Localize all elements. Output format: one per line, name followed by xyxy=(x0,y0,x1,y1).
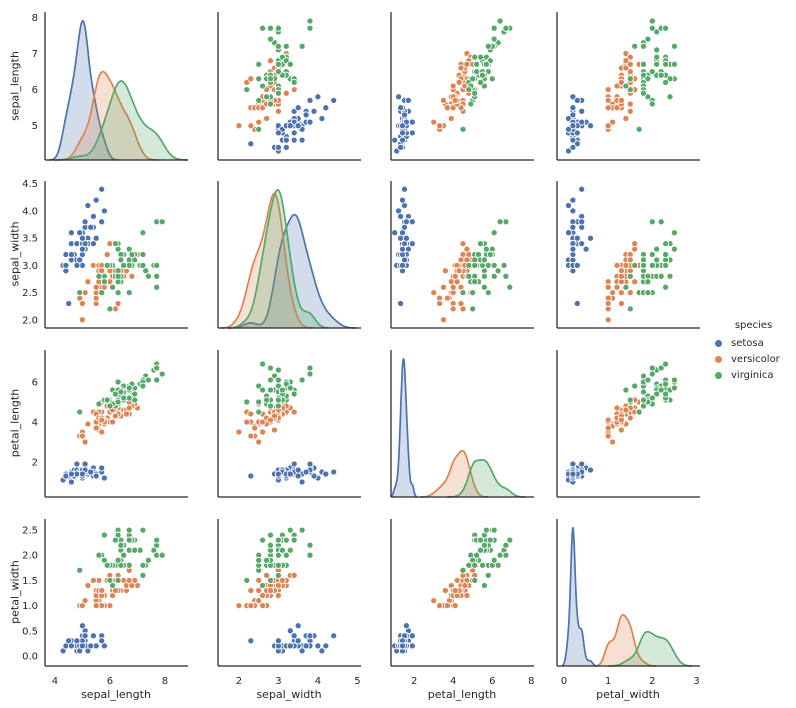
svg-text:2: 2 xyxy=(411,676,417,687)
svg-text:4: 4 xyxy=(315,676,321,687)
svg-text:8: 8 xyxy=(528,676,534,687)
svg-text:3.0: 3.0 xyxy=(22,261,38,272)
svg-text:3.5: 3.5 xyxy=(22,234,38,245)
svg-text:2.5: 2.5 xyxy=(22,526,38,537)
y-axis-label-sepal-width: sepal_width xyxy=(8,221,22,287)
svg-text:6: 6 xyxy=(32,378,38,389)
svg-text:5: 5 xyxy=(354,676,360,687)
svg-text:2: 2 xyxy=(649,676,655,687)
legend-label-setosa: setosa xyxy=(731,337,764,349)
svg-text:1.0: 1.0 xyxy=(22,601,38,612)
svg-text:1: 1 xyxy=(605,676,611,687)
legend-marker-versicolor xyxy=(715,355,722,363)
svg-text:8: 8 xyxy=(32,13,38,24)
svg-text:8: 8 xyxy=(162,676,168,687)
x-axis-label-petal-length: petal_length xyxy=(427,688,497,701)
svg-text:4.5: 4.5 xyxy=(22,179,38,190)
svg-text:6: 6 xyxy=(32,85,38,96)
svg-text:0.0: 0.0 xyxy=(22,651,38,662)
legend-title: species xyxy=(734,320,773,331)
svg-text:4: 4 xyxy=(52,676,58,687)
svg-text:4: 4 xyxy=(32,418,38,429)
x-axis-label-petal-width: petal_width xyxy=(596,688,660,701)
svg-text:7: 7 xyxy=(32,49,38,60)
legend-label-versicolor: versicolor xyxy=(731,353,780,365)
legend-entry-versicolor: versicolor xyxy=(711,351,796,367)
svg-text:2.5: 2.5 xyxy=(22,288,38,299)
legend-entry-virginica: virginica xyxy=(711,367,796,383)
species-legend: species setosa versicolor virginica xyxy=(711,320,796,383)
y-axis-label-sepal-length: sepal_length xyxy=(8,51,22,121)
svg-text:1.5: 1.5 xyxy=(22,576,38,587)
legend-marker-virginica xyxy=(715,371,722,379)
y-axis-label-petal-length: petal_length xyxy=(8,388,22,458)
legend-entry-setosa: setosa xyxy=(711,335,796,351)
svg-text:6: 6 xyxy=(107,676,113,687)
legend-marker-setosa xyxy=(715,339,722,347)
svg-text:0: 0 xyxy=(561,676,567,687)
svg-text:6: 6 xyxy=(489,676,495,687)
svg-text:2.0: 2.0 xyxy=(22,315,38,326)
legend-label-virginica: virginica xyxy=(731,369,774,381)
svg-text:4: 4 xyxy=(450,676,456,687)
x-axis-label-sepal-length: sepal_length xyxy=(81,688,151,701)
svg-text:0.5: 0.5 xyxy=(22,626,38,637)
x-axis-label-sepal-width: sepal_width xyxy=(256,688,322,701)
svg-text:4.0: 4.0 xyxy=(22,206,38,217)
svg-text:3: 3 xyxy=(693,676,699,687)
svg-text:5: 5 xyxy=(32,121,38,132)
svg-text:2: 2 xyxy=(32,458,38,469)
svg-text:2: 2 xyxy=(236,676,242,687)
svg-text:2.0: 2.0 xyxy=(22,551,38,562)
y-axis-label-petal-width: petal_width xyxy=(8,560,22,624)
svg-text:3: 3 xyxy=(275,676,281,687)
